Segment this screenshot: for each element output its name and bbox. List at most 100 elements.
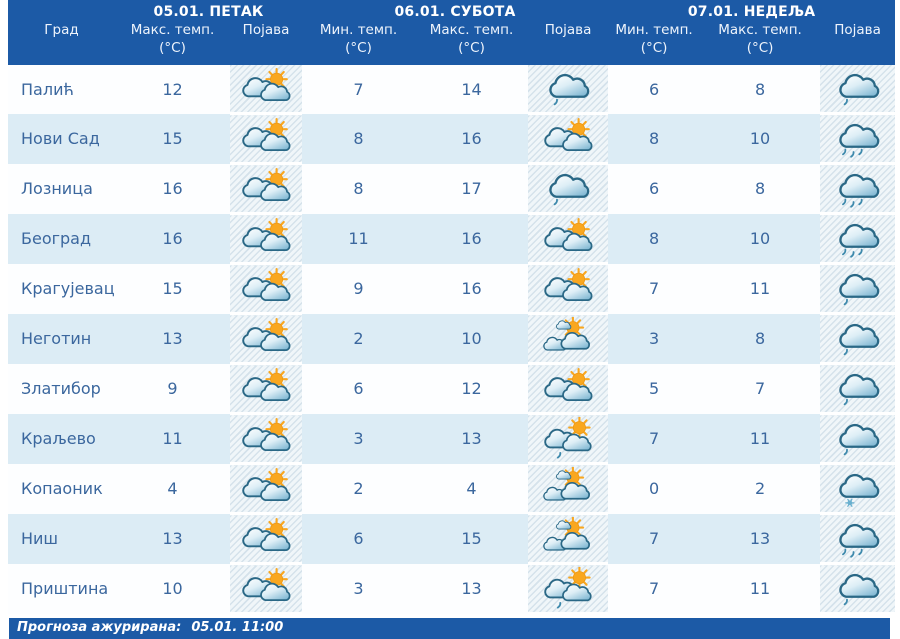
forecast-header: 05.01. ПЕТАК 06.01. СУБОТА 07.01. НЕДЕЉА… — [8, 0, 896, 65]
partly-cloudy-icon — [239, 267, 293, 311]
city-name: Ниш — [21, 529, 59, 548]
day3-min-temp: 8 — [648, 229, 660, 248]
day3-min-temp: 7 — [648, 529, 660, 548]
day1-max-temp: 15 — [162, 279, 183, 298]
day2-weather-cell — [528, 113, 609, 165]
table-row: Приштина 10 3 13 7 11 — [8, 563, 896, 615]
cloud-light-rain-icon — [831, 317, 885, 361]
day3-min-temp: 7 — [648, 279, 660, 298]
day2-appearance-header: Појава — [528, 22, 609, 65]
day3-max-temp: 10 — [749, 229, 771, 248]
day2-weather-cell — [528, 363, 609, 415]
day2-min-temp: 3 — [353, 429, 364, 448]
day1-appearance-header: Појава — [230, 22, 303, 65]
day3-appearance-header: Појава — [820, 22, 896, 65]
table-row: Нови Сад 15 8 16 8 10 — [8, 113, 896, 165]
day1-weather-cell — [230, 113, 303, 165]
cloud-rain-icon — [831, 167, 885, 211]
partly-cloudy-light-rain-icon — [541, 417, 595, 461]
partly-cloudy-icon — [239, 567, 293, 611]
city-name: Крагујевац — [21, 279, 115, 298]
day3-max-temp: 8 — [754, 329, 766, 348]
day2-max-temp: 13 — [461, 579, 482, 598]
day3-min-temp: 7 — [648, 429, 660, 448]
sun-clouds-icon — [541, 317, 595, 361]
table-row: Крагујевац 15 9 16 7 11 — [8, 263, 896, 315]
table-row: Београд 16 11 16 8 10 — [8, 213, 896, 265]
day2-max-temp: 16 — [461, 279, 482, 298]
day1-weather-cell — [230, 363, 303, 415]
day2-weather-cell — [528, 413, 609, 465]
day2-min-temp: 3 — [353, 579, 364, 598]
day1-weather-cell — [230, 163, 303, 215]
day2-min-temp: 8 — [353, 129, 364, 148]
day2-max-temp: 16 — [461, 229, 482, 248]
day3-min-temp: 6 — [648, 179, 660, 198]
day2-weather-cell — [528, 563, 609, 615]
day3-max-temp: 11 — [749, 579, 771, 598]
day2-min-temp: 6 — [353, 529, 364, 548]
day2-min-temp: 9 — [353, 279, 364, 298]
day3-min-temp: 6 — [648, 79, 660, 99]
table-row: Неготин 13 2 10 3 8 — [8, 313, 896, 365]
cloud-rain-icon — [831, 117, 885, 161]
day1-max-temp: 13 — [162, 329, 183, 348]
city-name: Лозница — [21, 179, 93, 198]
day3-max-temp-header: Макс. темп. (°C) — [700, 22, 821, 65]
table-row: Палић 12 7 14 6 8 — [8, 65, 896, 115]
day2-max-temp: 17 — [461, 179, 482, 198]
day3-weather-cell — [820, 513, 896, 565]
day1-weather-cell — [230, 563, 303, 615]
column-header-row: Град Макс. темп. (°C) Појава Мин. темп. … — [8, 22, 896, 65]
table-row: Краљево 11 3 13 7 11 — [8, 413, 896, 465]
day1-weather-cell — [230, 65, 303, 115]
day3-max-temp: 2 — [754, 479, 766, 498]
city-name: Нови Сад — [21, 129, 100, 148]
forecast-updated-value: 05.01. 11:00 — [191, 620, 284, 635]
day2-weather-cell — [528, 513, 609, 565]
day2-min-temp: 11 — [348, 229, 369, 248]
day2-min-temp: 2 — [353, 479, 364, 498]
day1-weather-cell — [230, 263, 303, 315]
day3-min-temp: 7 — [648, 579, 660, 598]
forecast-updated-label: Прогноза ажурирана: — [17, 620, 182, 635]
partly-cloudy-light-rain-icon — [541, 567, 595, 611]
day2-min-temp-header: Мин. темп. (°C) — [302, 22, 416, 65]
day2-date-header: 06.01. СУБОТА — [302, 0, 609, 22]
day2-weather-cell — [528, 65, 609, 115]
cloud-light-rain-icon — [831, 367, 885, 411]
day3-max-temp: 10 — [749, 129, 771, 148]
partly-cloudy-icon — [239, 517, 293, 561]
sun-clouds-icon — [541, 517, 595, 561]
day1-max-temp: 11 — [162, 429, 183, 448]
day2-weather-cell — [528, 163, 609, 215]
day2-max-temp: 15 — [461, 529, 482, 548]
day3-max-temp: 8 — [754, 79, 766, 99]
day3-max-temp: 11 — [749, 429, 771, 448]
day2-max-temp: 13 — [461, 429, 482, 448]
partly-cloudy-icon — [239, 167, 293, 211]
day2-max-temp: 4 — [466, 479, 477, 498]
day3-max-temp: 7 — [754, 379, 766, 398]
day2-weather-cell — [528, 463, 609, 515]
cloud-rain-icon — [831, 217, 885, 261]
day3-date-header: 07.01. НЕДЕЉА — [608, 0, 896, 22]
table-row: Копаоник 4 2 4 0 2 — [8, 463, 896, 515]
date-header-row: 05.01. ПЕТАК 06.01. СУБОТА 07.01. НЕДЕЉА — [8, 0, 896, 22]
table-row: Лозница 16 8 17 6 8 — [8, 163, 896, 215]
day1-max-temp: 10 — [162, 579, 183, 598]
partly-cloudy-icon — [239, 117, 293, 161]
day2-weather-cell — [528, 263, 609, 315]
day1-weather-cell — [230, 463, 303, 515]
day2-weather-cell — [528, 313, 609, 365]
corner-cell — [8, 0, 115, 22]
day3-weather-cell — [820, 213, 896, 265]
day2-max-temp: 14 — [461, 79, 482, 99]
day2-max-temp: 12 — [461, 379, 482, 398]
city-column-header: Град — [8, 22, 115, 65]
day2-min-temp: 7 — [353, 79, 364, 99]
day3-weather-cell — [820, 163, 896, 215]
day1-max-temp: 12 — [162, 79, 183, 99]
weather-forecast-widget: 05.01. ПЕТАК 06.01. СУБОТА 07.01. НЕДЕЉА… — [8, 0, 896, 639]
day2-max-temp: 10 — [461, 329, 482, 348]
